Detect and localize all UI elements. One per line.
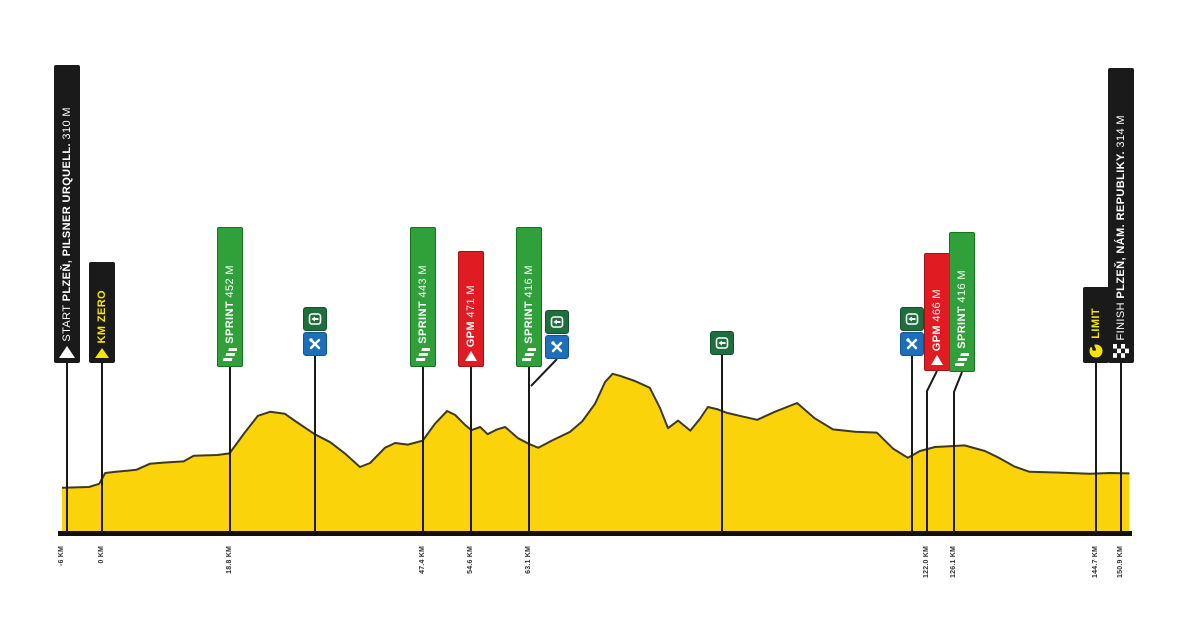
feed-zone-icon [545, 335, 569, 359]
pole-sprint4 [953, 371, 963, 533]
sprint-flag-2: SPRINT 443 M [410, 227, 436, 367]
litter-zone-icon [303, 307, 327, 331]
limit-label: LIMIT [1090, 308, 1102, 339]
axis-tick: 126.1 KM [950, 546, 957, 578]
finish-flag-label: FINISH PLZEŇ, NÁM. REPUBLIKY. 314 M [1115, 114, 1127, 340]
axis-tick: 122.0 KM [923, 546, 930, 578]
km-zero-flag: KM ZERO [89, 262, 115, 363]
feed-zone-icon [900, 332, 924, 356]
km-zero-label: KM ZERO [96, 290, 108, 344]
litter-zone-icon [545, 310, 569, 334]
start-triangle-icon [59, 346, 75, 358]
sprint-icon [522, 348, 536, 361]
sprint-icon [223, 348, 237, 361]
feed-zone-2 [545, 310, 569, 359]
sprint-flag-3: SPRINT 416 M [516, 227, 542, 367]
axis-tick: 18.8 KM [226, 546, 233, 574]
start-flag: START PLZEŇ, PILSNER URQUELL. 310 M [54, 65, 80, 363]
axis-tick: 54.6 KM [467, 546, 474, 574]
finish-checkered-icon [1113, 344, 1129, 358]
axis-tick: 150.9 KM [1117, 546, 1124, 578]
baseline [58, 531, 1132, 536]
litter-zone-icon [900, 307, 924, 331]
axis-tick: 63.1 KM [525, 546, 532, 574]
profile-area [62, 373, 1130, 533]
axis-tick: 47.4 KM [419, 546, 426, 574]
gpm-triangle-icon [465, 351, 477, 361]
gpm-flag-2: GPM 466 M [924, 253, 950, 371]
sprint-flag-4: SPRINT 416 M [949, 232, 975, 372]
sprint-flag-2-label: SPRINT 443 M [417, 265, 429, 344]
gpm-flag-1-label: GPM 471 M [465, 284, 477, 347]
sprint-icon [955, 353, 969, 366]
sprint-flag-3-label: SPRINT 416 M [523, 265, 535, 344]
sprint-flag-1: SPRINT 452 M [217, 227, 243, 367]
time-limit-icon [1089, 344, 1103, 358]
litter-zone-mid [710, 331, 734, 355]
limit-flag: LIMIT [1083, 287, 1109, 363]
feed-zone-3 [900, 307, 924, 356]
km-zero-triangle-icon [95, 348, 109, 358]
start-flag-label: START PLZEŇ, PILSNER URQUELL. 310 M [61, 107, 73, 342]
feed-zone-icon [303, 332, 327, 356]
axis-tick: 144.7 KM [1092, 546, 1099, 578]
litter-zone-icon [710, 331, 734, 355]
axis-tick: -6 KM [58, 546, 65, 567]
sprint-flag-1-label: SPRINT 452 M [224, 265, 236, 344]
finish-flag: FINISH PLZEŇ, NÁM. REPUBLIKY. 314 M [1108, 68, 1134, 363]
gpm-flag-2-label: GPM 466 M [931, 288, 943, 351]
gpm-flag-1: GPM 471 M [458, 251, 484, 367]
pole-gpm2 [926, 370, 938, 533]
sprint-flag-4-label: SPRINT 416 M [956, 270, 968, 349]
gpm-triangle-icon [931, 355, 943, 365]
sprint-icon [416, 348, 430, 361]
profile-line [61, 372, 1130, 489]
axis-tick: 0 KM [98, 546, 105, 564]
feed-zone-1 [303, 307, 327, 356]
marker-poles [66, 355, 1122, 533]
pole-feed2 [530, 358, 558, 387]
